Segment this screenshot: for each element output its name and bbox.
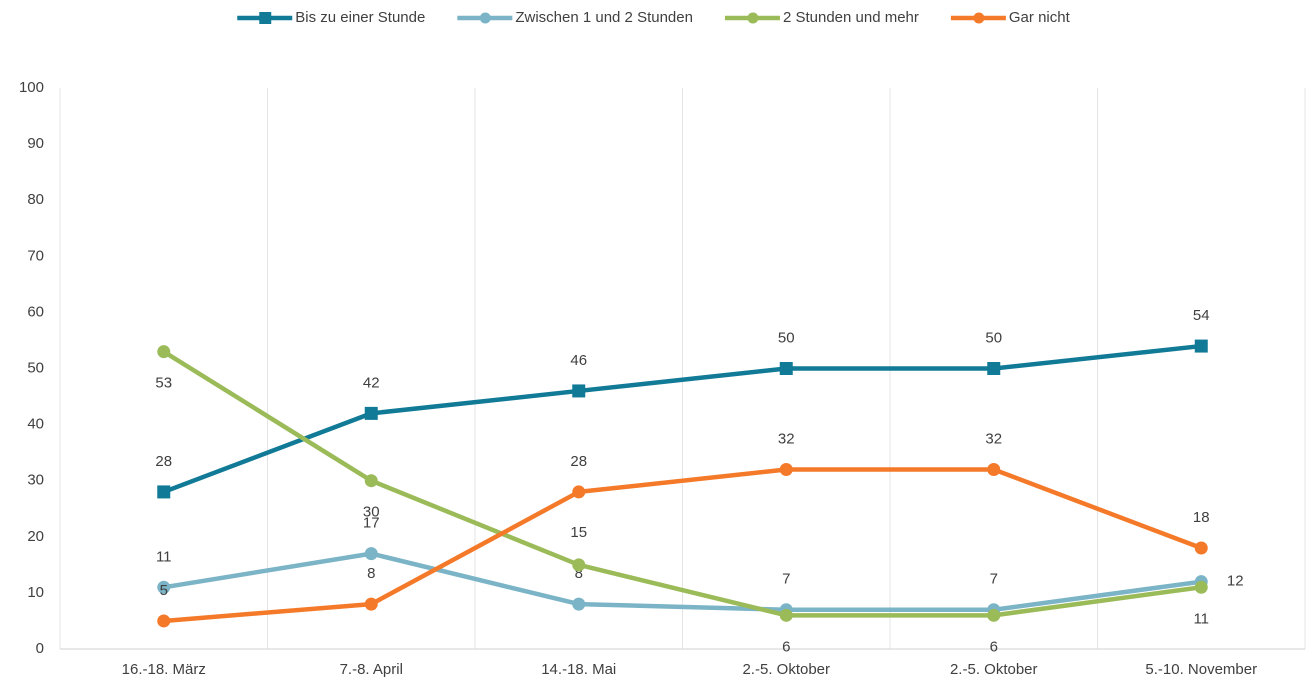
data-label: 6 — [782, 638, 790, 655]
x-tick-label: 7.-8. April — [340, 661, 403, 678]
legend-label: Bis zu einer Stunde — [295, 9, 425, 26]
marker — [779, 462, 793, 476]
marker — [364, 474, 378, 488]
marker — [779, 608, 793, 622]
data-label: 32 — [985, 430, 1002, 447]
data-label: 46 — [570, 352, 587, 369]
data-label: 53 — [155, 375, 172, 392]
marker — [364, 597, 378, 611]
legend-label: 2 Stunden und mehr — [783, 9, 919, 26]
marker — [572, 384, 586, 398]
y-tick-label: 100 — [19, 79, 44, 96]
marker — [157, 485, 171, 499]
legend-marker — [973, 12, 985, 24]
x-tick-label: 14.-18. Mai — [541, 661, 616, 678]
data-label: 8 — [367, 565, 375, 582]
y-tick-label: 70 — [27, 247, 44, 264]
data-label: 6 — [990, 638, 998, 655]
legend-marker — [259, 12, 272, 24]
legend-marker — [747, 12, 759, 24]
data-label: 5 — [160, 582, 168, 599]
data-label: 28 — [155, 453, 172, 470]
marker — [987, 608, 1001, 622]
data-label: 30 — [363, 504, 380, 521]
marker — [1194, 339, 1208, 353]
marker — [364, 547, 378, 561]
y-tick-label: 0 — [36, 640, 44, 657]
data-label: 50 — [778, 329, 795, 346]
marker — [779, 362, 793, 375]
series-line — [163, 467, 1203, 624]
data-label: 15 — [570, 524, 587, 541]
data-label: 17 — [363, 515, 380, 532]
data-label: 54 — [1193, 307, 1210, 324]
x-tick-label: 16.-18. März — [122, 661, 206, 678]
data-label: 7 — [782, 571, 790, 588]
data-label: 32 — [778, 430, 795, 447]
y-tick-label: 80 — [27, 191, 44, 208]
data-label: 8 — [575, 565, 583, 582]
data-label: 50 — [985, 329, 1002, 346]
data-label: 12 — [1227, 573, 1244, 590]
y-tick-label: 50 — [27, 359, 44, 376]
marker — [987, 362, 1001, 375]
marker — [157, 345, 171, 359]
data-label: 28 — [570, 453, 587, 470]
legend-label: Gar nicht — [1009, 9, 1071, 26]
marker — [364, 406, 378, 420]
legend-marker — [479, 12, 491, 24]
marker — [572, 485, 586, 499]
marker — [1194, 541, 1208, 555]
data-label: 18 — [1193, 509, 1210, 526]
y-tick-label: 10 — [27, 584, 44, 601]
y-tick-label: 30 — [27, 472, 44, 489]
x-tick-label: 2.-5. Oktober — [950, 661, 1038, 678]
y-tick-label: 60 — [27, 303, 44, 320]
data-label: 11 — [156, 548, 172, 565]
marker — [987, 462, 1001, 476]
legend-label: Zwischen 1 und 2 Stunden — [515, 9, 693, 26]
marker — [1194, 580, 1208, 594]
x-tick-label: 2.-5. Oktober — [742, 661, 830, 678]
marker — [157, 580, 171, 594]
marker — [572, 597, 586, 611]
data-label: 7 — [990, 571, 998, 588]
series-line — [163, 551, 1202, 612]
series-line — [162, 343, 1202, 495]
marker — [572, 558, 586, 572]
series-line — [162, 349, 1202, 618]
y-tick-label: 20 — [27, 528, 44, 545]
x-tick-label: 5.-10. November — [1145, 661, 1257, 678]
y-tick-label: 40 — [27, 416, 44, 433]
y-tick-label: 90 — [27, 135, 44, 152]
data-label: 42 — [363, 374, 380, 391]
data-label: 11 — [1193, 610, 1209, 627]
marker — [157, 614, 171, 628]
